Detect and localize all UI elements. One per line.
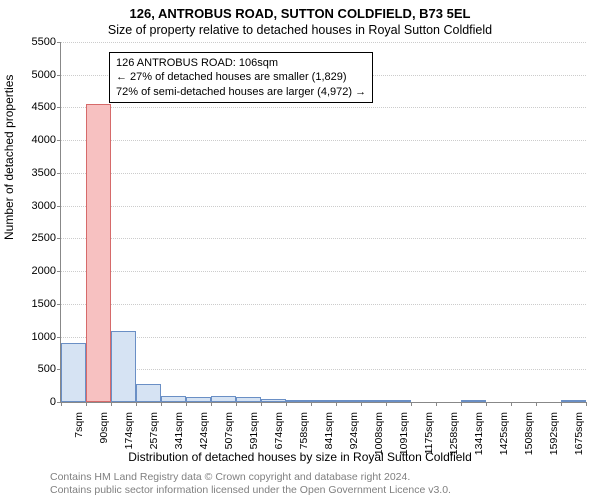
footer-line-1: Contains HM Land Registry data © Crown c… (50, 471, 410, 483)
bar (286, 400, 311, 402)
xtick-mark (536, 402, 537, 406)
ytick-label: 5000 (32, 69, 61, 81)
x-axis-label: Distribution of detached houses by size … (0, 450, 600, 464)
xtick-mark (86, 402, 87, 406)
ytick-label: 0 (50, 396, 61, 408)
ytick-label: 3500 (32, 167, 61, 179)
plot-area: 0500100015002000250030003500400045005000… (60, 42, 586, 403)
bar (186, 397, 211, 402)
gridline (61, 271, 586, 272)
bar-highlight (86, 104, 111, 402)
gridline (61, 304, 586, 305)
gridline (61, 369, 586, 370)
gridline (61, 42, 586, 43)
bar (311, 400, 336, 402)
xtick-mark (511, 402, 512, 406)
annotation-box: 126 ANTROBUS ROAD: 106sqm← 27% of detach… (109, 52, 373, 103)
ytick-label: 2500 (32, 232, 61, 244)
annotation-line: 126 ANTROBUS ROAD: 106sqm (116, 56, 366, 70)
xtick-mark (261, 402, 262, 406)
xtick-mark (436, 402, 437, 406)
xtick-mark (286, 402, 287, 406)
footer-line-2: Contains public sector information licen… (50, 484, 451, 496)
bar (136, 384, 161, 402)
xtick-mark (311, 402, 312, 406)
xtick-mark (486, 402, 487, 406)
ytick-label: 4000 (32, 134, 61, 146)
ytick-label: 1500 (32, 298, 61, 310)
gridline (61, 238, 586, 239)
xtick-mark (61, 402, 62, 406)
gridline (61, 173, 586, 174)
gridline (61, 206, 586, 207)
bar (336, 400, 361, 402)
ytick-label: 3000 (32, 200, 61, 212)
bar (386, 400, 411, 402)
xtick-mark (386, 402, 387, 406)
xtick-mark (561, 402, 562, 406)
xtick-mark (161, 402, 162, 406)
xtick-mark (336, 402, 337, 406)
gridline (61, 337, 586, 338)
bar (161, 396, 186, 402)
bar (261, 399, 286, 402)
ytick-label: 2000 (32, 265, 61, 277)
bar (361, 400, 386, 402)
bar (461, 400, 486, 402)
bar (236, 397, 261, 402)
xtick-mark (186, 402, 187, 406)
ytick-label: 5500 (32, 36, 61, 48)
xtick-mark (111, 402, 112, 406)
bar (211, 396, 236, 402)
chart-container: { "title1": "126, ANTROBUS ROAD, SUTTON … (0, 0, 600, 500)
bar (61, 343, 86, 402)
xtick-mark (211, 402, 212, 406)
xtick-mark (586, 402, 587, 406)
xtick-mark (361, 402, 362, 406)
xtick-mark (136, 402, 137, 406)
annotation-line: 72% of semi-detached houses are larger (… (116, 85, 366, 99)
gridline (61, 107, 586, 108)
bar (561, 400, 586, 402)
ytick-label: 500 (38, 363, 61, 375)
y-axis-label: Number of detached properties (2, 75, 16, 240)
bar (111, 331, 136, 402)
xtick-mark (411, 402, 412, 406)
chart-title: 126, ANTROBUS ROAD, SUTTON COLDFIELD, B7… (0, 6, 600, 21)
chart-subtitle: Size of property relative to detached ho… (0, 23, 600, 37)
annotation-line: ← 27% of detached houses are smaller (1,… (116, 70, 366, 84)
ytick-label: 4500 (32, 101, 61, 113)
xtick-mark (236, 402, 237, 406)
gridline (61, 140, 586, 141)
xtick-mark (461, 402, 462, 406)
ytick-label: 1000 (32, 331, 61, 343)
